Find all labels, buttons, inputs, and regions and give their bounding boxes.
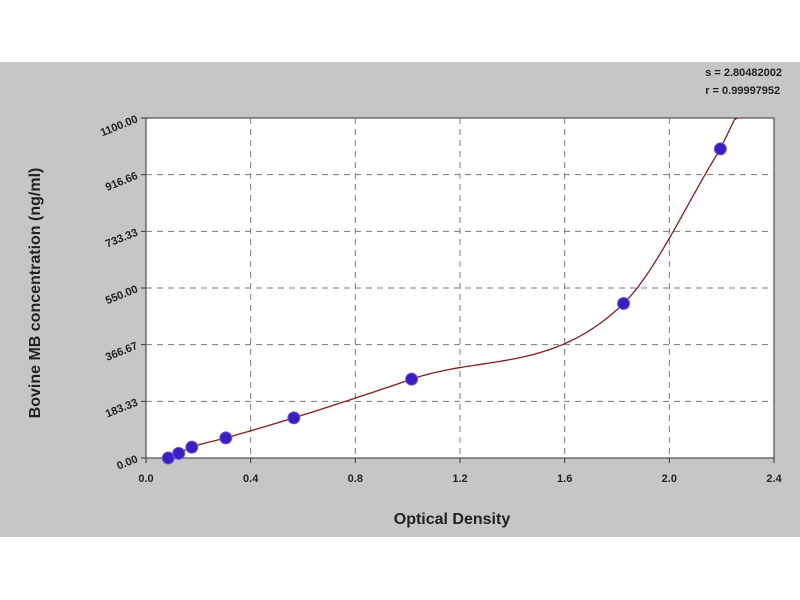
data-points (161, 142, 727, 465)
y-tick-label-1: 183.33 (104, 397, 140, 421)
chart-figure: s = 2.80482002 r = 0.99997952 0.0 0.4 0.8 1… (0, 62, 800, 537)
y-tick-label-2: 366.67 (104, 340, 140, 364)
chart-svg: 0.0 0.4 0.8 1.2 1.6 2.0 2.4 0.00 183.33 366.67 55… (27, 113, 783, 528)
fit-r-value: r = 0.99997952 (705, 85, 781, 97)
x-tick-label-6: 2.4 (766, 473, 782, 485)
data-point-1 (172, 446, 186, 460)
data-point-6 (617, 296, 631, 310)
x-tick-label-4: 1.6 (557, 473, 572, 485)
y-tick-label-3: 550.00 (104, 283, 140, 307)
x-tick-label-5: 2.0 (662, 473, 677, 485)
data-point-7 (713, 142, 727, 156)
y-tick-label-6: 1100.00 (99, 113, 140, 139)
data-point-4 (287, 411, 301, 425)
x-tick-label-3: 1.2 (452, 473, 467, 485)
x-axis-title: Optical Density (394, 511, 511, 528)
fit-s-value: s = 2.80482002 (705, 67, 782, 79)
data-point-3 (219, 431, 233, 445)
data-point-2 (185, 440, 199, 454)
y-tick-label-0: 0.00 (115, 453, 139, 472)
x-tick-label-1: 0.4 (243, 473, 259, 485)
x-tick-label-0: 0.0 (138, 473, 153, 485)
y-axis-ticks: 0.00 183.33 366.67 550.00 733.33 916.66 1100.0… (99, 113, 146, 473)
y-tick-label-4: 733.33 (104, 227, 140, 251)
y-tick-label-5: 916.66 (104, 170, 140, 194)
x-tick-label-2: 0.8 (348, 473, 363, 485)
grid-lines (146, 118, 774, 458)
fit-curve (167, 117, 738, 459)
data-point-5 (405, 372, 419, 386)
x-axis-ticks: 0.0 0.4 0.8 1.2 1.6 2.0 2.4 (138, 458, 783, 485)
fit-statistics: s = 2.80482002 r = 0.99997952 (705, 64, 782, 100)
y-axis-title: Bovine MB concentration (ng/ml) (27, 168, 44, 419)
